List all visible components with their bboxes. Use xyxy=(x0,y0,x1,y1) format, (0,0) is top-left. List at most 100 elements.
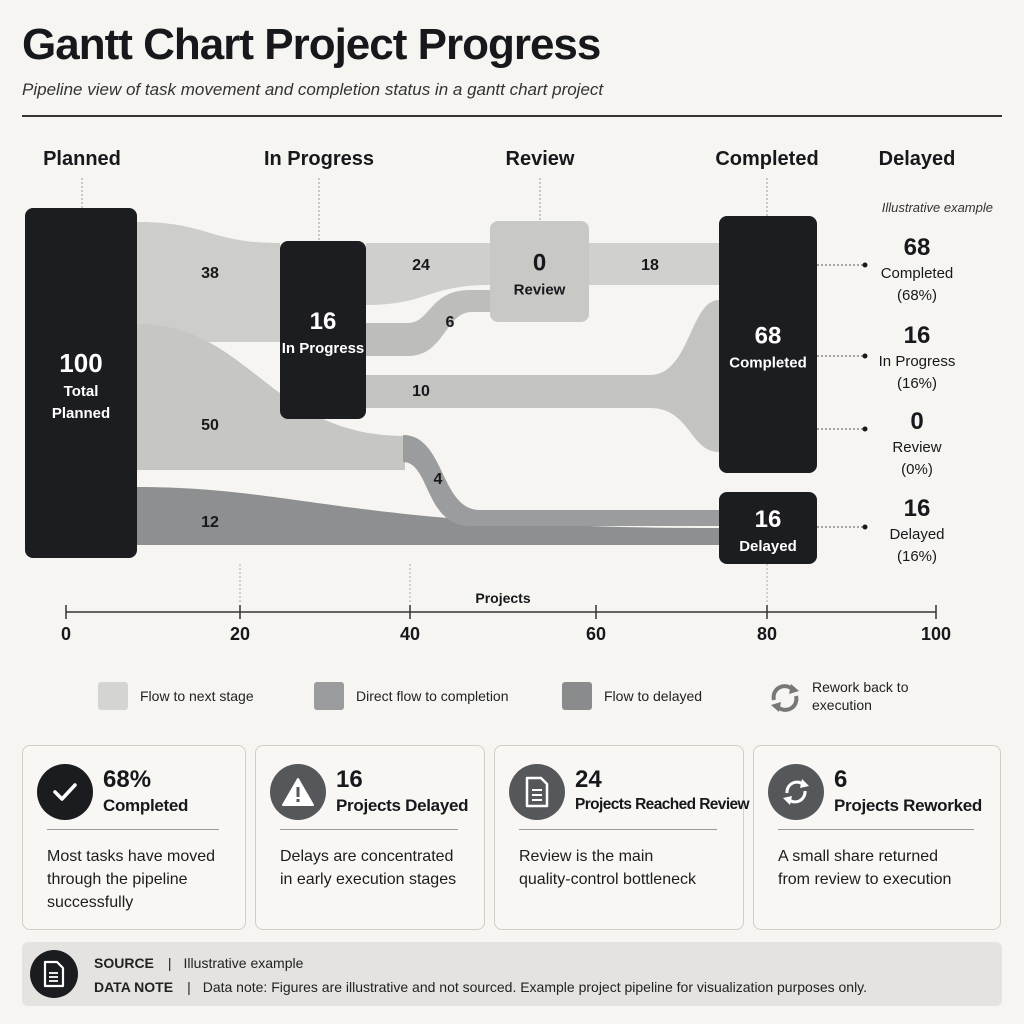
flow-planned-inprogress xyxy=(137,222,280,342)
node-label: Delayed xyxy=(739,538,797,555)
node-review xyxy=(490,221,589,322)
x-tick-label: 20 xyxy=(230,624,250,644)
summary-dot xyxy=(862,524,868,530)
flow-planned-delayed xyxy=(137,487,720,545)
check-icon xyxy=(37,764,93,820)
flow-value-label: 24 xyxy=(412,257,430,274)
source-label: SOURCE xyxy=(94,955,154,971)
flow-value-label: 10 xyxy=(412,383,430,400)
legend-label-delayed: Flow to delayed xyxy=(604,688,703,704)
card-label: Projects Reached Review xyxy=(575,796,750,813)
page-title: Gantt Chart Project Progress xyxy=(22,20,601,69)
summary-pct: (68%) xyxy=(897,287,937,304)
summary-value: 68 xyxy=(904,234,931,261)
summary-value: 16 xyxy=(904,322,931,349)
card-value: 16 xyxy=(336,766,363,793)
summary-label: Review xyxy=(892,439,941,456)
x-tick-label: 40 xyxy=(400,624,420,644)
separator: | xyxy=(167,955,172,971)
node-label: In Progress xyxy=(282,340,365,357)
card-description: A small share returned from review to ex… xyxy=(778,848,952,888)
card-divider xyxy=(519,829,717,830)
stage-header: Completed xyxy=(715,148,818,170)
flow-value-label: 6 xyxy=(446,314,455,331)
node-label: Total xyxy=(64,383,99,400)
data-note-value: Data note: Figures are illustrative and … xyxy=(202,979,868,995)
legend-item-rework: Rework back to execution xyxy=(766,678,922,714)
legend-label-rework: Rework back to execution xyxy=(812,679,909,713)
legend-item-delayed: Flow to delayed xyxy=(562,678,702,714)
flow-inprogress-completed xyxy=(366,300,719,452)
summary-card-completed: 68% Completed Most tasks have moved thro… xyxy=(22,745,246,930)
legend-label-direct: Direct flow to completion xyxy=(356,688,509,704)
source-value: Illustrative example xyxy=(183,955,304,971)
stage-header: Review xyxy=(506,148,575,170)
node-label: Planned xyxy=(52,405,110,422)
summary-pct: (16%) xyxy=(897,548,937,565)
flow-value-label: 12 xyxy=(201,514,219,531)
warning-icon xyxy=(270,764,326,820)
summary-label: Completed xyxy=(881,265,954,282)
card-description: Most tasks have moved through the pipeli… xyxy=(47,848,216,911)
data-note-label: DATA NOTE xyxy=(94,979,174,995)
card-divider xyxy=(778,829,974,830)
node-label: Completed xyxy=(729,355,807,372)
node-delayed xyxy=(719,492,817,564)
title-divider xyxy=(22,115,1002,117)
separator: | xyxy=(187,979,191,995)
summary-pct: (16%) xyxy=(897,375,937,392)
flow-review-rework xyxy=(366,290,490,356)
card-value: 68% xyxy=(103,766,152,793)
node-value: 68 xyxy=(755,323,782,350)
source-footer: SOURCE | Illustrative example DATA NOTE | Da… xyxy=(22,942,1002,1006)
refresh-icon xyxy=(768,764,824,820)
node-completed xyxy=(719,216,817,473)
stage-header: In Progress xyxy=(264,148,374,170)
node-value: 16 xyxy=(310,308,337,335)
x-tick-label: 80 xyxy=(757,624,777,644)
summary-dot xyxy=(862,353,868,359)
card-label: Completed xyxy=(103,796,189,815)
rework-icon xyxy=(771,684,799,712)
flow-review-completed xyxy=(589,243,719,285)
summary-value: 0 xyxy=(910,408,923,435)
card-divider xyxy=(47,829,219,830)
flow-value-label: 4 xyxy=(434,471,443,488)
card-divider xyxy=(280,829,458,830)
summary-label: Delayed xyxy=(889,526,944,543)
card-value: 6 xyxy=(834,766,848,793)
legend-swatch-next xyxy=(98,682,128,710)
summary-label: In Progress xyxy=(879,353,956,370)
page-subtitle: Pipeline view of task movement and compl… xyxy=(22,80,604,99)
legend-label-next: Flow to next stage xyxy=(140,688,254,704)
document-icon xyxy=(30,950,78,998)
summary-dot xyxy=(862,426,868,432)
node-inprogress xyxy=(280,241,366,419)
x-tick-label: 60 xyxy=(586,624,606,644)
card-description: Delays are concentrated in early executi… xyxy=(280,848,457,888)
card-label: Projects Reworked xyxy=(834,796,982,815)
x-tick-label: 0 xyxy=(61,624,71,644)
sankey-chart: Planned In Progress Review Completed Delayed… xyxy=(25,148,993,644)
node-value: 100 xyxy=(59,348,102,378)
card-label: Projects Delayed xyxy=(336,796,469,815)
x-axis-label: Projects xyxy=(475,590,530,606)
summary-dot xyxy=(862,262,868,268)
summary-card-review: 24 Projects Reached Review Review is the… xyxy=(494,745,750,930)
flow-planned-completed xyxy=(137,324,405,470)
node-value: 0 xyxy=(533,250,546,277)
flow-value-label: 18 xyxy=(641,257,659,274)
annotation-label: Illustrative example xyxy=(882,200,993,215)
card-description: Review is the main quality-control bottl… xyxy=(519,848,696,888)
flow-inprogress-review xyxy=(366,243,490,305)
node-planned xyxy=(25,208,137,558)
legend-item-next: Flow to next stage xyxy=(98,678,254,714)
card-value: 24 xyxy=(575,766,602,793)
node-label: Review xyxy=(514,282,566,299)
flow-value-label: 38 xyxy=(201,265,219,282)
flow-inprogress-delayed xyxy=(403,435,720,526)
legend-item-direct: Direct flow to completion xyxy=(314,678,509,714)
legend-swatch-delayed xyxy=(562,682,592,710)
x-tick-label: 100 xyxy=(921,624,951,644)
summary-value: 16 xyxy=(904,495,931,522)
